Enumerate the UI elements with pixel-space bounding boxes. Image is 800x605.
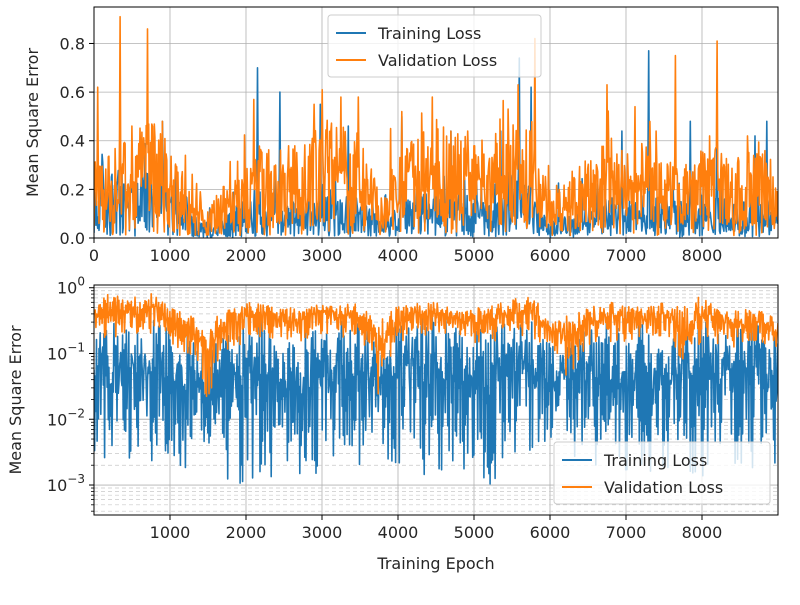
legend-box [327, 14, 542, 78]
x-tick-label: 4000 [378, 246, 419, 265]
x-tick-label: 2000 [226, 523, 267, 542]
x-tick-label: 2000 [226, 246, 267, 265]
x-tick-label: 7000 [606, 246, 647, 265]
x-tick-label: 8000 [682, 246, 723, 265]
y-tick-label: 10−2 [47, 406, 85, 429]
top-subplot-y-axis-label: Mean Square Error [23, 48, 42, 198]
x-tick-label: 1000 [150, 246, 191, 265]
legend-label: Validation Loss [604, 478, 723, 497]
y-tick-label-base: 10 [47, 410, 67, 429]
x-tick-label: 4000 [378, 523, 419, 542]
y-tick-label: 0.0 [60, 229, 85, 248]
x-tick-label: 5000 [454, 523, 495, 542]
y-tick-label-exponent: −3 [67, 472, 85, 486]
y-tick-label: 0.8 [60, 34, 85, 53]
legend-label: Training Loss [377, 24, 481, 43]
y-tick-label: 0.4 [60, 132, 85, 151]
y-tick-label: 10−3 [47, 472, 85, 495]
x-tick-label: 0 [89, 246, 99, 265]
bottom-subplot-y-axis-label: Mean Square Error [6, 325, 25, 475]
x-tick-label: 3000 [302, 523, 343, 542]
x-tick-label: 5000 [454, 246, 495, 265]
top-subplot-legend: Training Loss Validation Loss [327, 14, 542, 78]
bottom-subplot-x-ticks: 1000 2000 3000 4000 5000 6000 7000 8000 [150, 515, 723, 542]
series-line [94, 15, 778, 237]
top-subplot-x-ticks: 0 1000 2000 3000 4000 5000 6000 7000 8000 [89, 238, 722, 265]
x-tick-label: 6000 [530, 523, 571, 542]
bottom-subplot-x-axis-label: Training Epoch [376, 554, 494, 573]
y-tick-label: 100 [57, 275, 85, 298]
top-subplot-y-ticks: 0.0 0.2 0.4 0.6 0.8 [60, 34, 94, 248]
y-tick-label-exponent: −2 [67, 406, 85, 420]
bottom-subplot: 1000 2000 3000 4000 5000 6000 7000 8000 10−310−… [6, 275, 779, 573]
y-tick-label-exponent: −1 [67, 340, 85, 354]
bottom-subplot-series [94, 293, 778, 485]
legend-label: Validation Loss [378, 51, 497, 70]
y-tick-label: 10−1 [47, 340, 85, 363]
x-tick-label: 3000 [302, 246, 343, 265]
x-tick-label: 7000 [606, 523, 647, 542]
x-tick-label: 1000 [150, 523, 191, 542]
legend-box [553, 441, 771, 505]
y-tick-label: 0.6 [60, 83, 85, 102]
y-tick-label-exponent: 0 [77, 275, 85, 289]
legend-label: Training Loss [603, 451, 707, 470]
top-subplot-frame [93, 6, 779, 239]
x-tick-label: 6000 [530, 246, 571, 265]
top-subplot: 0 1000 2000 3000 4000 5000 6000 7000 8000 0.0 0.2… [23, 6, 779, 265]
y-tick-label-base: 10 [57, 279, 77, 298]
bottom-subplot-frame [93, 284, 779, 516]
series-line [94, 293, 778, 398]
x-tick-label: 8000 [682, 523, 723, 542]
top-subplot-series [94, 15, 778, 238]
series-line [94, 315, 778, 485]
bottom-subplot-legend: Training Loss Validation Loss [553, 441, 771, 505]
y-tick-label-base: 10 [47, 344, 67, 363]
y-tick-label-base: 10 [47, 476, 67, 495]
y-tick-label: 0.2 [60, 180, 85, 199]
